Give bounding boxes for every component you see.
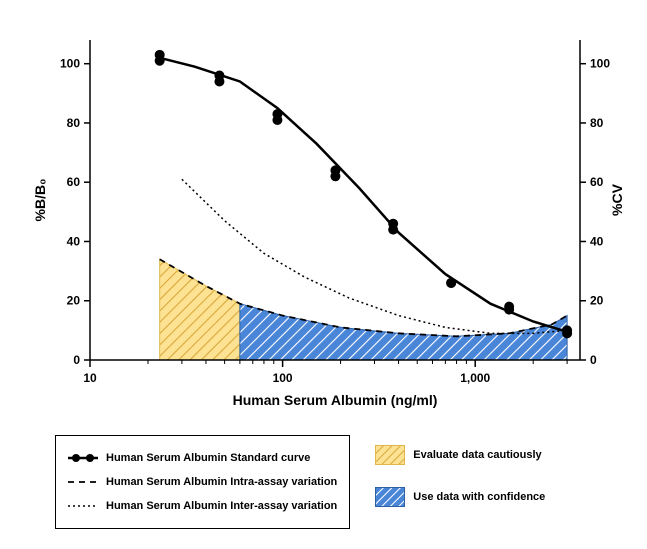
svg-text:10: 10	[83, 371, 97, 385]
legend: Human Serum Albumin Standard curve Human…	[20, 435, 627, 529]
legend-regions-box: Evaluate data cautiously Use data with c…	[375, 435, 545, 529]
svg-text:100: 100	[60, 57, 80, 71]
data-point	[330, 165, 340, 175]
svg-text:100: 100	[590, 57, 610, 71]
data-point	[562, 325, 572, 335]
legend-label: Use data with confidence	[413, 491, 545, 503]
legend-label: Evaluate data cautiously	[413, 449, 541, 461]
svg-text:80: 80	[590, 116, 604, 130]
chart-container: 0 20 40 60 80 100 0 20 40 60 80 100 10 100 1,000 %B/B₀%…	[20, 20, 627, 420]
region-confident	[240, 304, 567, 360]
svg-text:20: 20	[590, 294, 604, 308]
legend-swatch-intra	[68, 472, 98, 492]
chart-svg: 0 20 40 60 80 100 0 20 40 60 80 100 10 100 1,000 %B/B₀%…	[20, 20, 627, 420]
legend-item-inter: Human Serum Albumin Inter-assay variatio…	[68, 496, 337, 516]
legend-item-standard: Human Serum Albumin Standard curve	[68, 448, 337, 468]
data-point	[446, 278, 456, 288]
svg-text:60: 60	[67, 175, 81, 189]
legend-item-intra: Human Serum Albumin Intra-assay variatio…	[68, 472, 337, 492]
data-point	[388, 219, 398, 229]
data-point	[272, 109, 282, 119]
data-point	[504, 302, 514, 312]
legend-label: Human Serum Albumin Intra-assay variatio…	[106, 476, 337, 488]
series-standard-line	[160, 58, 567, 332]
svg-text:100: 100	[273, 371, 293, 385]
svg-text:60: 60	[590, 175, 604, 189]
legend-series-box: Human Serum Albumin Standard curve Human…	[55, 435, 350, 529]
legend-swatch-cautious	[375, 445, 405, 465]
svg-text:0: 0	[73, 353, 80, 367]
legend-item-cautious: Evaluate data cautiously	[375, 445, 545, 465]
legend-swatch-standard	[68, 448, 98, 468]
svg-text:80: 80	[67, 116, 81, 130]
svg-text:Human Serum Albumin (ng/ml): Human Serum Albumin (ng/ml)	[233, 392, 438, 408]
legend-label: Human Serum Albumin Inter-assay variatio…	[106, 500, 337, 512]
svg-text:1,000: 1,000	[460, 371, 490, 385]
svg-text:%B/B₀: %B/B₀	[32, 179, 48, 222]
svg-text:40: 40	[590, 234, 604, 248]
svg-text:%CV: %CV	[609, 183, 625, 216]
data-point	[155, 50, 165, 60]
svg-text:40: 40	[67, 234, 81, 248]
data-point	[214, 71, 224, 81]
region-cautious	[160, 259, 240, 360]
svg-text:20: 20	[67, 294, 81, 308]
legend-item-confident: Use data with confidence	[375, 487, 545, 507]
legend-label: Human Serum Albumin Standard curve	[106, 452, 310, 464]
legend-swatch-confident	[375, 487, 405, 507]
svg-text:0: 0	[590, 353, 597, 367]
legend-swatch-inter	[68, 496, 98, 516]
